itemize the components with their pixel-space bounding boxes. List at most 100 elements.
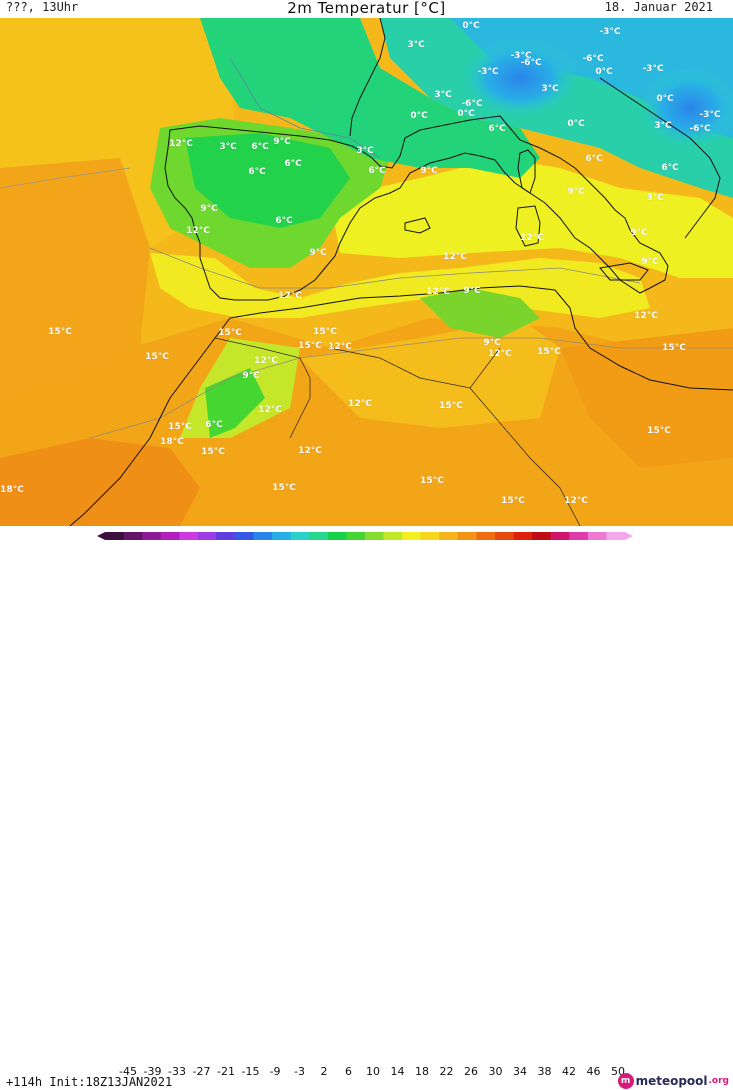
color-scale-cell (272, 532, 292, 540)
temperature-label: 6°C (275, 216, 293, 226)
color-scale-cell (587, 532, 607, 540)
color-scale-tick: -15 (241, 1065, 260, 1078)
map-canvas (0, 18, 733, 526)
logo-drop-icon: m (617, 1073, 634, 1089)
color-scale-cell (365, 532, 385, 540)
color-scale-cell (235, 532, 255, 540)
alps-cold-core (460, 38, 580, 118)
temperature-label: -3°C (699, 110, 721, 120)
isotherm-2 (149, 247, 641, 289)
temperature-label: 9°C (463, 286, 481, 296)
color-scale-tick: 38 (537, 1065, 552, 1078)
temperature-label: 9°C (641, 257, 659, 267)
temperature-label: 12°C (278, 291, 302, 301)
color-scale-cell (346, 532, 366, 540)
france-coastline (349, 18, 386, 137)
temperature-label: 6°C (368, 166, 386, 176)
temperature-label: -6°C (461, 99, 483, 109)
color-scale-cell (123, 532, 143, 540)
temperature-label: 12°C (634, 311, 658, 321)
temperature-label: 15°C (48, 327, 72, 337)
temperature-label: 15°C (145, 352, 169, 362)
italy-adriatic-coastline (599, 77, 721, 239)
temperature-label: 3°C (356, 146, 374, 156)
color-scale-cell (290, 532, 310, 540)
color-scale-tick: 22 (439, 1065, 454, 1078)
balkans-cold-core (640, 68, 733, 148)
color-scale-cell (569, 532, 589, 540)
color-scale-max-arrow (625, 532, 633, 540)
color-scale-cell (476, 532, 496, 540)
iberia-cool-core (185, 133, 350, 228)
temperature-label: 15°C (313, 327, 337, 337)
temperature-label: 9°C (273, 137, 291, 147)
color-scale-tick: 30 (488, 1065, 503, 1078)
corsica-outline (517, 149, 536, 194)
isotherm-4 (0, 167, 131, 189)
color-scale-cell (532, 532, 552, 540)
color-scale-cell (606, 532, 626, 540)
temperature-label: -3°C (642, 64, 664, 74)
southwest-hot-field (0, 438, 200, 526)
logo-tld: .org (708, 1076, 729, 1086)
color-scale-tick: 6 (345, 1065, 352, 1078)
temperature-label: 6°C (248, 167, 266, 177)
color-scale-cell (179, 532, 199, 540)
color-scale-tick: 46 (586, 1065, 601, 1078)
temperature-label: 15°C (439, 401, 463, 411)
temperature-label: 3°C (434, 90, 452, 100)
color-scale-tick: -21 (217, 1065, 235, 1078)
temperature-label: 12°C (426, 287, 450, 297)
temperature-label: 3°C (407, 40, 425, 50)
temperature-label: 3°C (654, 121, 672, 131)
color-scale-tick: 10 (366, 1065, 380, 1078)
temperature-label: -3°C (599, 27, 621, 37)
color-scale-tick: 34 (513, 1065, 527, 1078)
color-scale-cell (142, 532, 162, 540)
iberia-coastline (164, 115, 669, 301)
temperature-label: 9°C (630, 228, 648, 238)
color-scale-cell (160, 532, 180, 540)
color-scale-bar (97, 532, 633, 540)
temperature-label: 15°C (420, 476, 444, 486)
temperature-label: 15°C (298, 341, 322, 351)
temperature-label: 12°C (254, 356, 278, 366)
temperature-label: 3°C (541, 84, 559, 94)
temperature-label: 15°C (201, 447, 225, 457)
color-scale-tick: 14 (390, 1065, 405, 1078)
temperature-label: 15°C (272, 483, 296, 493)
color-scale-ticks: -45 -39 -33 -27 -21 -15 -9 -3 2 6 10 14 18 22 26 30 34 38… (100, 1065, 640, 1079)
algeria-green-patch (420, 288, 540, 338)
meteopool-logo[interactable]: m meteopool .org (617, 1072, 729, 1090)
color-scale-tick: 2 (320, 1065, 328, 1078)
color-scale-cell (513, 532, 533, 540)
temperature-label: 6°C (205, 420, 223, 430)
forecast-date: 18. Januar 2021 (604, 0, 713, 14)
temperature-label: 6°C (251, 142, 269, 152)
temperature-label: 3°C (646, 193, 664, 203)
color-scale-tick: -27 (192, 1065, 211, 1078)
temperature-label: 9°C (420, 166, 438, 176)
morocco-coastline (69, 317, 231, 526)
temperature-label: 9°C (309, 248, 327, 258)
temperature-label: -3°C (477, 67, 499, 77)
temperature-label: 12°C (443, 252, 467, 262)
isotherm-3 (89, 337, 733, 439)
color-scale-tick: 26 (464, 1065, 478, 1078)
high-atlas-green (205, 368, 265, 438)
temperature-label: 0°C (410, 111, 428, 121)
temperature-label: 15°C (218, 328, 242, 338)
temperature-label: -6°C (689, 124, 711, 134)
color-scale-tick: -9 (269, 1065, 281, 1078)
temperature-map[interactable]: 0°C 3°C -3°C -6°C -3°C -6°C -3°C 0°C 3°C… (0, 18, 733, 526)
libya-warm-field (560, 328, 733, 468)
sardinia-outline (515, 205, 541, 247)
color-scale-min-arrow (97, 532, 105, 540)
temperature-label: 12°C (520, 233, 544, 243)
temperature-label: 15°C (662, 343, 686, 353)
model-init-label: +114h Init:18Z13JAN2021 (6, 1075, 173, 1089)
color-scale-cell (439, 532, 459, 540)
temperature-label: 0°C (656, 94, 674, 104)
sicily-outline (599, 262, 649, 281)
forecast-time-label: ???, 13Uhr (6, 0, 79, 14)
